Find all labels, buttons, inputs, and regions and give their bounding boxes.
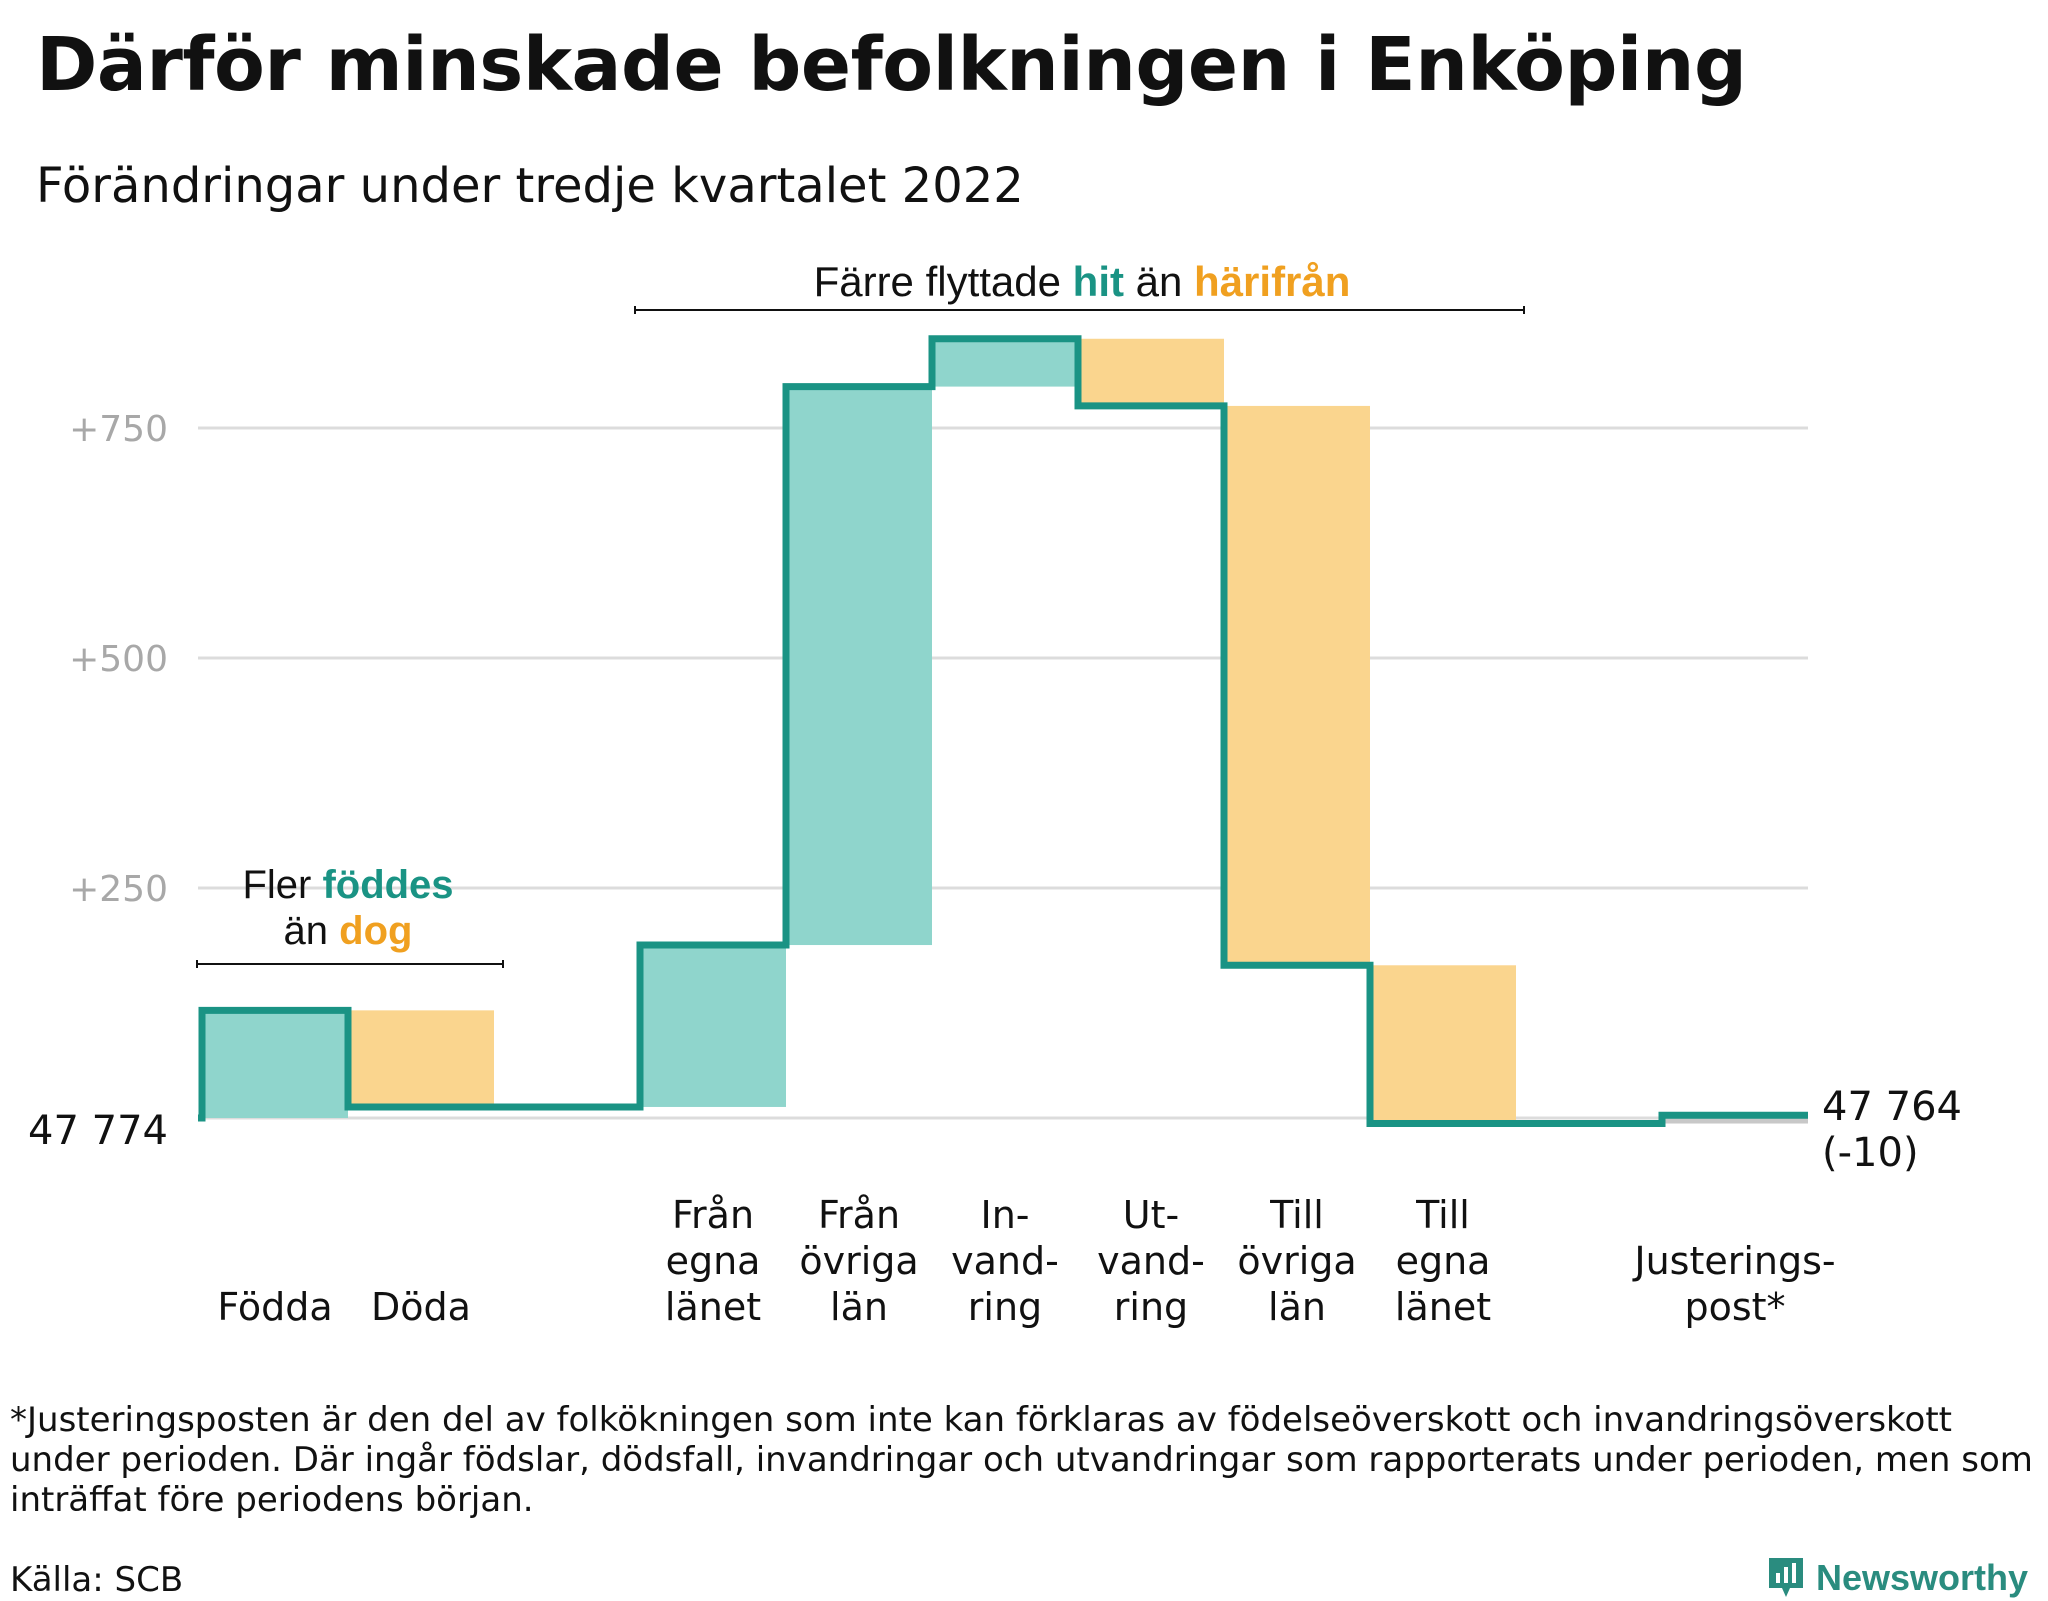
category-label: In- [980,1193,1029,1237]
annotation-bracket-births [196,960,504,968]
chart-subtitle: Förändringar under tredje kvartalet 2022 [36,158,1024,214]
chart-title: Därför minskade befolkningen i Enköping [36,22,1747,108]
bar [1370,965,1516,1124]
category-label: Från [818,1193,900,1237]
bar [1078,338,1224,406]
brand-name: Newsworthy [1815,1557,2028,1598]
category-label: övriga [1237,1239,1356,1283]
start-value-label: 47 774 [28,1108,168,1154]
annotation-highlight-orange: dog [339,909,412,953]
bar [202,1010,348,1118]
category-label: Döda [371,1285,471,1329]
y-tick-label: +750 [69,409,168,450]
source-note: Källa: SCB [10,1560,184,1600]
category-label: egna [666,1239,761,1283]
category-label: Födda [217,1285,332,1329]
bar [348,1010,494,1107]
annotation-births-line1: Fler föddes [242,863,453,907]
end-value-label: 47 764 [1822,1084,1962,1130]
bar [786,386,932,946]
bar [1662,1115,1808,1124]
category-label: län [1268,1285,1326,1329]
annotation-text: Färre flyttade [814,258,1073,305]
annotation-migration: Färre flyttade hit än härifrån [814,258,1351,305]
bar [1224,405,1370,966]
newsworthy-logo-icon [1768,1558,1803,1597]
category-label: länet [1395,1285,1491,1329]
annotation-highlight-orange: härifrån [1194,258,1350,305]
category-label: Justerings- [1632,1239,1835,1283]
annotation-bracket-migration [634,306,1525,314]
bar [932,338,1078,387]
category-label: egna [1396,1239,1491,1283]
category-label: ring [1114,1285,1188,1329]
footnote: *Justeringsposten är den del av folkökni… [10,1400,2033,1520]
y-tick-label: +500 [69,639,168,680]
brand-logo: Newsworthy [1766,1555,2028,1601]
annotation-text: än [1124,258,1194,305]
bar [640,945,786,1107]
annotation-text: Fler [242,863,322,907]
annotation-highlight-teal: hit [1073,258,1124,305]
category-label: vand- [951,1239,1059,1283]
annotation-text: än [284,909,340,953]
annotation-highlight-teal: föddes [322,863,453,907]
annotation-births-line2: än dog [284,909,413,953]
category-label: länet [665,1285,761,1329]
step-line [198,335,1808,1128]
end-change-label: (-10) [1822,1130,1919,1176]
category-label: Från [672,1193,754,1237]
category-label: län [830,1285,888,1329]
category-label: övriga [799,1239,918,1283]
y-tick-label: +250 [69,869,168,910]
category-label: vand- [1097,1239,1205,1283]
category-label: Till [1415,1193,1470,1237]
category-label: ring [968,1285,1042,1329]
category-label: Till [1269,1193,1324,1237]
category-label: Ut- [1123,1193,1179,1237]
category-label: post* [1684,1285,1785,1329]
